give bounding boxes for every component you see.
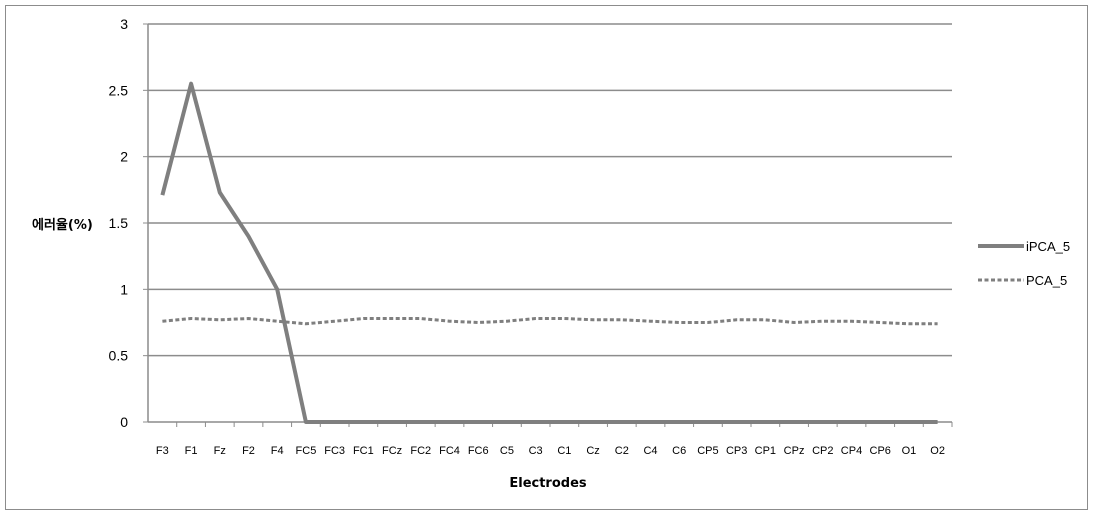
- x-tick-label: FC3: [324, 445, 345, 457]
- y-tick-label: 2: [120, 149, 128, 165]
- y-tick-label: 0: [120, 414, 128, 430]
- legend-label: iPCA_5: [1026, 239, 1070, 254]
- y-tick-label: 0.5: [109, 348, 129, 364]
- x-tick-label: F4: [271, 445, 284, 457]
- x-tick-label: C6: [672, 445, 686, 457]
- y-tick-label: 3: [120, 16, 128, 32]
- x-tick-label: C3: [529, 445, 543, 457]
- y-tick-label: 2.5: [109, 82, 129, 98]
- y-tick-label: 1: [120, 281, 128, 297]
- x-tick-label: FC1: [353, 445, 374, 457]
- x-tick-label: O2: [930, 445, 945, 457]
- chart-frame: [5, 5, 1088, 510]
- gridlines: [143, 23, 953, 427]
- x-tick-label: F2: [242, 445, 255, 457]
- x-tick-label: FC6: [468, 445, 489, 457]
- x-tick-label: CP5: [697, 445, 718, 457]
- x-tick-label: FC4: [439, 445, 460, 457]
- x-tick-label: CP4: [841, 445, 862, 457]
- x-tick-label: CPz: [784, 445, 805, 457]
- x-tick-label: O1: [902, 445, 917, 457]
- y-axis-ticks: 0 0.5 1 1.5 2 2.5 3: [109, 16, 129, 430]
- x-tick-label: FCz: [382, 445, 402, 457]
- legend-label: PCA_5: [1026, 273, 1067, 288]
- series-line-pca-5: [162, 317, 938, 326]
- x-axis-title: Electrodes: [509, 476, 587, 491]
- x-tick-label: C1: [557, 445, 571, 457]
- x-tick-label: FC2: [410, 445, 431, 457]
- legend: iPCA_5 PCA_5: [978, 239, 1070, 288]
- y-axis-title: 에러율(%): [32, 217, 93, 233]
- series-line-ipca-5: [160, 81, 938, 424]
- x-tick-label: CP2: [812, 445, 833, 457]
- x-tick-label: FC5: [296, 445, 317, 457]
- x-tick-label: CP6: [870, 445, 891, 457]
- x-tick-label: F3: [156, 445, 169, 457]
- x-tick-label: C5: [500, 445, 514, 457]
- series-lines: [160, 81, 938, 424]
- y-tick-label: 1.5: [109, 215, 129, 231]
- x-tick-label: CP3: [726, 445, 747, 457]
- x-tick-label: Cz: [586, 445, 599, 457]
- x-tick-label: F1: [185, 445, 198, 457]
- x-tick-label: C2: [615, 445, 629, 457]
- x-tick-label: CP1: [755, 445, 776, 457]
- x-tick-label: C4: [643, 445, 657, 457]
- x-axis-ticks: F3 F1 Fz F2 F4 FC5 FC3 FC1 FCz FC2 FC4 FC6 C5 C3 C1 Cz C…: [156, 445, 945, 457]
- x-tick-label: Fz: [214, 445, 226, 457]
